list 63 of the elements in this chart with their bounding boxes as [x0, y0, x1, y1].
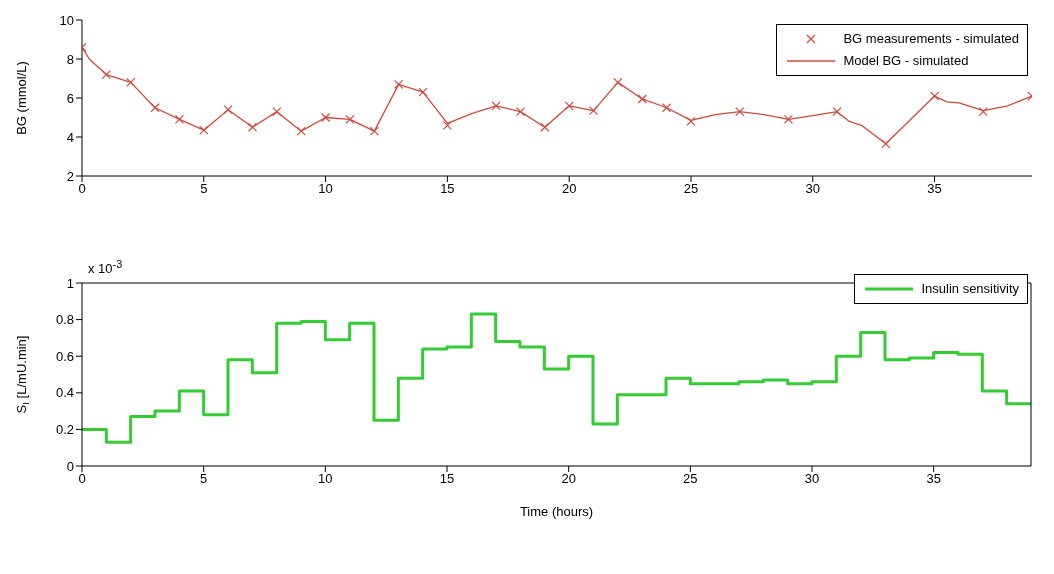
y-axis-title: BG (mmol/L) [14, 61, 29, 135]
point [418, 87, 428, 97]
y-tick-label: 1 [66, 275, 74, 291]
point [174, 114, 185, 125]
point [345, 114, 355, 125]
y-tick-label: 8 [66, 51, 74, 67]
point [564, 101, 574, 111]
x-tick-label: 15 [440, 181, 455, 197]
point [272, 107, 282, 117]
point [540, 122, 550, 132]
x-tick-label: 10 [318, 471, 333, 487]
y-tick-label: 0.4 [55, 385, 74, 401]
point [296, 126, 306, 136]
point [515, 107, 526, 117]
point [588, 106, 599, 116]
x-tick-label: 20 [561, 181, 577, 197]
x-tick-label: 15 [439, 471, 455, 487]
point [442, 120, 452, 130]
point [101, 70, 111, 80]
point [613, 77, 623, 87]
text: x 10$^{-3}$ [88, 258, 123, 277]
point [320, 112, 331, 123]
point [199, 125, 209, 135]
legend-label: BG measurements - simulated [843, 30, 1019, 48]
point [491, 101, 501, 111]
point [832, 107, 842, 117]
x-tick-label: 25 [683, 471, 698, 487]
x-tick-label: 10 [318, 181, 333, 197]
x-tick-label: 5 [200, 181, 208, 197]
y-tick-label: 0 [66, 458, 74, 474]
point [686, 116, 696, 126]
x-tick-label: 30 [804, 471, 820, 487]
x-axis-title: Time (hours) [519, 504, 594, 519]
x-tick-label: 35 [927, 181, 942, 197]
x-tick-label: 25 [683, 181, 699, 197]
y-tick-label: 0.6 [55, 348, 74, 364]
y-tick-label: 4 [66, 129, 74, 145]
y-tick-label: 6 [66, 90, 74, 106]
point [637, 94, 647, 104]
point [150, 103, 160, 113]
point [881, 139, 891, 149]
point [929, 91, 940, 101]
y-tick-label: 10 [59, 12, 74, 28]
point [735, 107, 745, 117]
legend-label: Insulin sensitivity [921, 280, 1019, 298]
x-tick-label: 35 [926, 471, 941, 487]
point [662, 103, 672, 113]
x-tick-label: 0 [78, 181, 86, 197]
point [394, 79, 404, 89]
point [223, 105, 233, 115]
point [247, 122, 258, 132]
point [126, 77, 136, 87]
point [783, 114, 794, 125]
y-tick-label: 0.8 [55, 312, 74, 328]
x-tick-label: 5 [200, 471, 208, 487]
y-tick-label: 0.2 [55, 422, 74, 438]
x-tick-label: 0 [78, 471, 86, 487]
x-tick-label: 20 [561, 471, 576, 487]
x-tick-label: 30 [805, 181, 820, 197]
point [978, 107, 988, 117]
y-tick-label: 2 [66, 168, 74, 184]
legend-label: Model BG - simulated [843, 52, 969, 70]
point [369, 126, 379, 136]
